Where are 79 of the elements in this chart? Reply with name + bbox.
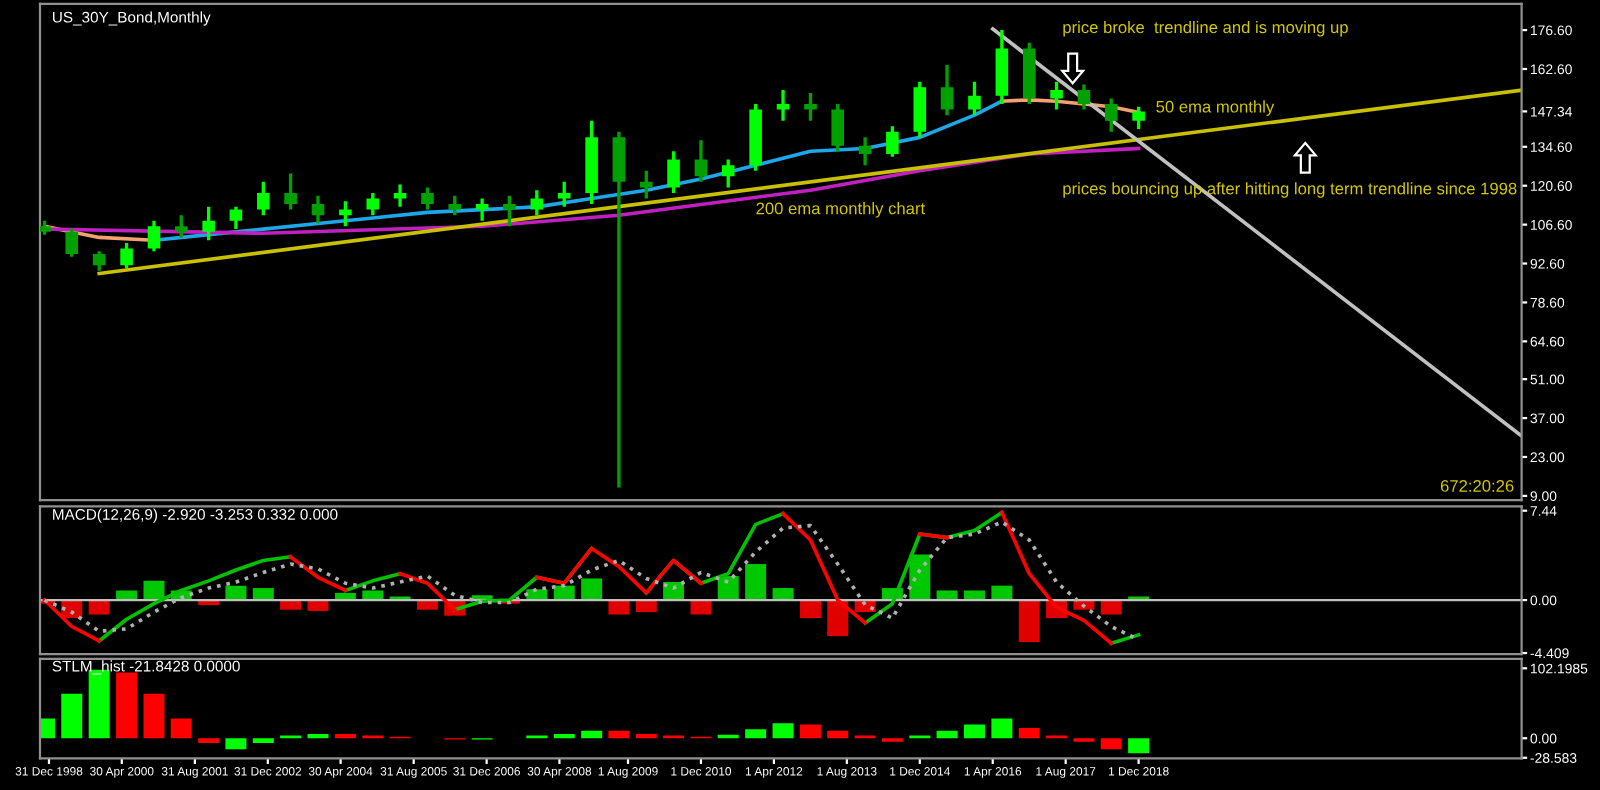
annotation: 200 ema monthly chart [756,202,926,218]
candlestick [667,149,680,195]
bar [581,578,603,601]
bar [635,600,657,613]
bar [827,730,849,739]
bar [225,585,247,601]
candlestick [147,219,161,253]
candlestick [1050,80,1063,112]
candlestick [393,182,407,209]
bar [963,724,985,739]
candlestick [612,130,626,490]
candlestick [886,124,899,159]
bar [991,718,1013,739]
bar [170,718,192,739]
candlestick [120,241,133,270]
bar [252,588,274,601]
candlestick [694,138,708,184]
bar [745,729,767,739]
candlestick [557,180,571,209]
bar [991,585,1013,601]
bar [143,693,165,739]
candlestick [1104,96,1118,134]
bar [690,600,712,615]
candlestick [858,135,872,167]
bar [799,724,821,739]
annotation: 50 ema monthly [1156,100,1275,116]
candlestick [257,180,270,217]
bar [936,730,958,739]
candlestick [721,157,735,190]
candlestick [475,196,489,223]
candlestick [940,63,954,117]
bar [909,554,931,601]
bar [61,693,83,739]
candlestick [366,191,380,217]
candlestick [65,227,79,259]
bar [608,600,630,615]
bar [1100,738,1122,750]
candlestick [202,205,215,242]
annotation: 672:20:26 [1440,480,1514,492]
bar [88,600,110,615]
bar [280,600,302,610]
bar [745,564,767,601]
bar [225,738,247,750]
bar [1018,600,1040,643]
candlestick [968,80,981,117]
candlestick [530,188,544,217]
candlestick [1077,82,1091,112]
bar [143,580,165,601]
bar [198,738,220,744]
annotation: prices bouncing up after hitting long term trendline since 1998 [1063,182,1517,198]
candlestick [804,91,817,123]
annotation: price broke trendline and is moving up [1063,20,1348,37]
bar [581,730,603,739]
candlestick [503,194,516,228]
candlestick [1132,105,1145,131]
bar [799,600,821,619]
bar [416,600,438,610]
candlestick [421,185,434,212]
candlestick [995,28,1009,106]
bar [827,600,849,637]
bar [772,723,794,739]
bar [608,730,630,739]
bar [1100,600,1122,615]
candlestick [229,205,243,231]
candlestick [174,213,188,240]
bar [1018,727,1040,739]
candlestick [339,199,352,228]
candlestick [776,88,790,123]
candlestick [640,169,653,201]
candlestick [831,102,845,153]
bar [772,588,794,601]
candlestick [448,194,462,217]
candlestick [284,171,297,212]
bar [116,672,138,739]
bar [1128,738,1150,754]
candlestick [311,194,325,226]
candlestick [92,249,106,273]
bar [252,738,274,744]
candlestick [913,80,927,140]
